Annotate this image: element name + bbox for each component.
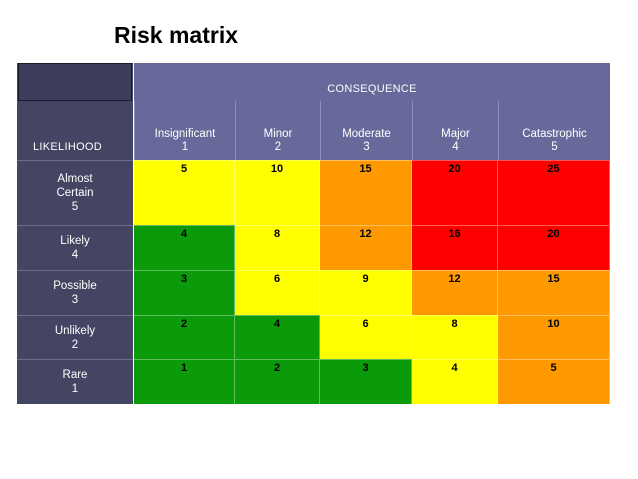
row-header-likely: Likely 4 (17, 225, 133, 270)
row-label-part: Likely (60, 235, 90, 247)
risk-cell: 15 (498, 270, 610, 315)
row-label-part: 3 (71, 294, 79, 306)
corner-box (18, 63, 132, 101)
row-label-part: Unlikely (54, 324, 96, 337)
column-number: 4 (452, 141, 459, 153)
risk-cell: 20 (412, 160, 498, 225)
row-label-part: 4 (71, 249, 79, 261)
column-number: 2 (274, 141, 282, 153)
risk-cell: 6 (320, 315, 412, 359)
row-label-part: Possible (53, 280, 97, 292)
risk-cell: 2 (235, 359, 320, 404)
column-name: Moderate (342, 128, 391, 140)
row-label-part: 5 (71, 201, 79, 213)
column-number: 3 (363, 141, 370, 153)
column-header-major: Major 4 (412, 101, 498, 160)
risk-cell: 4 (412, 359, 498, 404)
consequence-header: CONSEQUENCE (134, 63, 610, 101)
risk-cell: 3 (134, 270, 235, 315)
column-header-minor: Minor 2 (235, 101, 320, 160)
column-name: Insignificant (154, 128, 216, 140)
row-label-part: Certain (56, 187, 94, 199)
risk-cell: 12 (320, 225, 412, 270)
column-name: Minor (263, 128, 293, 140)
column-number: 1 (181, 141, 189, 153)
risk-cell: 8 (235, 225, 320, 270)
likelihood-label: LIKELIHOOD (33, 141, 103, 153)
risk-cell: 6 (235, 270, 320, 315)
column-header-insignificant: Insignificant 1 (134, 101, 235, 160)
risk-cell: 5 (134, 160, 235, 225)
risk-cell: 9 (320, 270, 412, 315)
consequence-label: CONSEQUENCE (327, 83, 417, 95)
column-number: 5 (551, 141, 558, 153)
risk-cell: 1 (134, 359, 235, 404)
risk-cell: 10 (498, 315, 610, 359)
risk-cell: 5 (498, 359, 610, 404)
row-header-almost-certain: Almost Certain 5 (17, 160, 133, 225)
risk-cell: 10 (235, 160, 320, 225)
row-label-part: 2 (71, 338, 79, 351)
page-title: Risk matrix (114, 22, 239, 48)
column-name: Major (441, 128, 470, 140)
row-header-rare: Rare 1 (17, 359, 133, 404)
risk-cell: 4 (134, 225, 235, 270)
row-label-part: Rare (62, 369, 88, 381)
row-label-part: Almost (57, 173, 93, 185)
risk-cell: 4 (235, 315, 320, 359)
column-name: Catastrophic (522, 128, 587, 140)
risk-cell: 15 (320, 160, 412, 225)
header-corner: LIKELIHOOD (17, 63, 133, 160)
row-header-possible: Possible 3 (17, 270, 133, 315)
risk-cell: 25 (498, 160, 610, 225)
row-label-part: 1 (71, 383, 79, 395)
risk-cell: 20 (498, 225, 610, 270)
risk-cell: 12 (412, 270, 498, 315)
risk-cell: 2 (134, 315, 235, 359)
risk-cell: 16 (412, 225, 498, 270)
column-header-catastrophic: Catastrophic 5 (498, 101, 610, 160)
risk-cell: 8 (412, 315, 498, 359)
column-header-moderate: Moderate 3 (320, 101, 412, 160)
risk-matrix-table: LIKELIHOOD CONSEQUENCE Insignificant 1 Min… (17, 63, 610, 404)
row-header-unlikely: Unlikely 2 (17, 315, 133, 359)
risk-cell: 3 (320, 359, 412, 404)
